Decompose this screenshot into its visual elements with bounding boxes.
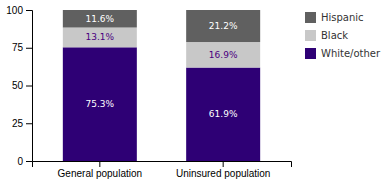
legend-label: White/other (321, 48, 381, 59)
y-tick: 75 (12, 42, 32, 53)
bar (63, 10, 137, 28)
legend-item: Black (305, 30, 348, 41)
legend-label: Hispanic (321, 12, 364, 23)
y-tick-mark (26, 161, 32, 162)
y-tick: 25 (12, 118, 32, 129)
data-label: 13.1% (86, 32, 115, 42)
x-tick-label: General population (58, 168, 143, 179)
x-tick: General population (58, 161, 143, 179)
y-tick-label: 75 (12, 42, 24, 53)
data-label: 16.9% (209, 50, 238, 60)
legend: Hispanic Black White/other (305, 12, 381, 59)
y-tick-mark (26, 48, 32, 49)
y-tick-label: 0 (17, 156, 23, 167)
data-label: 61.9% (209, 109, 238, 119)
bar (186, 10, 260, 42)
x-axis: General population Uninsured population (33, 161, 292, 179)
x-tick: Uninsured population (176, 161, 271, 179)
y-axis-line (26, 11, 33, 162)
legend-item: White/other (305, 48, 381, 59)
plot-area: 0 25 50 75 100 General population Uninsured po… (6, 5, 291, 179)
y-tick-label: 25 (12, 118, 24, 129)
x-tick-label: Uninsured population (176, 168, 271, 179)
bar (63, 47, 137, 161)
chart-svg: 0 25 50 75 100 General population Uninsured po… (0, 0, 386, 185)
x-tick-mark (99, 161, 100, 167)
data-label: 21.2% (209, 21, 238, 31)
y-tick-label: 100 (6, 5, 23, 16)
y-tick: 100 (6, 5, 32, 16)
legend-swatch (305, 30, 316, 41)
data-label: 75.3% (86, 99, 115, 109)
y-axis: 0 25 50 75 100 (6, 5, 32, 167)
y-tick-label: 50 (12, 80, 24, 91)
legend-item: Hispanic (305, 12, 364, 23)
series-bars (63, 10, 260, 42)
legend-swatch (305, 48, 316, 59)
x-tick-mark (223, 161, 224, 167)
y-tick: 50 (12, 80, 32, 91)
legend-swatch (305, 12, 316, 23)
bar (186, 68, 260, 161)
data-labels: 75.3% 61.9% 13.1% 16.9% 11.6% 21.2% (86, 14, 238, 120)
legend-label: Black (321, 30, 348, 41)
y-tick-mark (26, 123, 32, 124)
bar (186, 42, 260, 68)
chart-container: 0 25 50 75 100 General population Uninsured po… (0, 0, 386, 185)
bars (63, 10, 260, 161)
y-tick-mark (26, 86, 32, 87)
bar (63, 28, 137, 48)
y-tick-mark (26, 10, 32, 11)
y-tick: 0 (17, 156, 32, 167)
x-axis-line (33, 162, 292, 168)
data-label: 11.6% (86, 14, 115, 24)
